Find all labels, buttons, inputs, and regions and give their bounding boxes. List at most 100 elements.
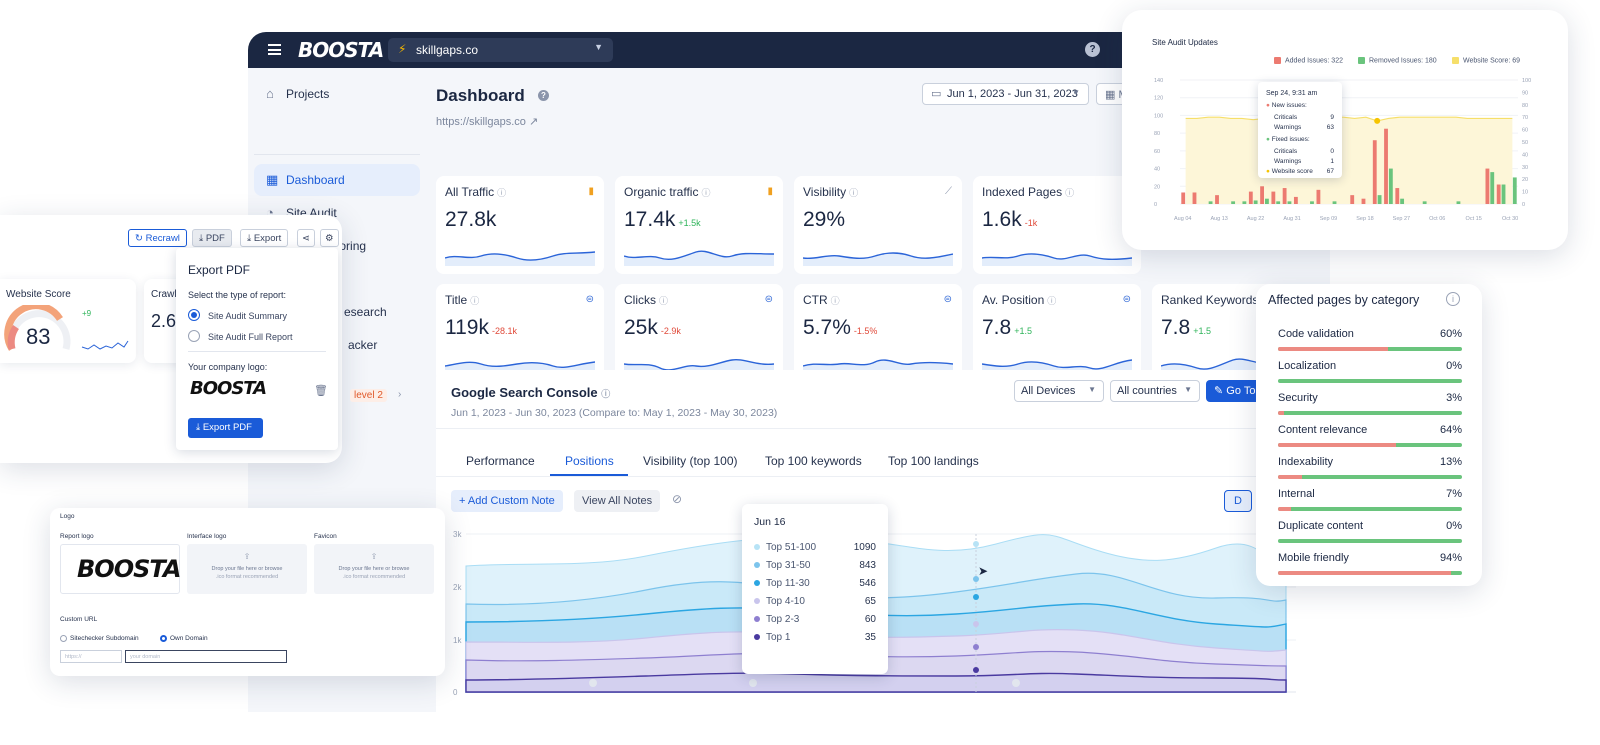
metric-card[interactable]: Organic traffic ⓘ ▮ 17.4k +1.5k — [615, 176, 783, 274]
view-all-notes-button[interactable]: View All Notes — [574, 490, 661, 512]
sidebar-item-label: esearch — [344, 305, 387, 319]
project-selector[interactable]: ⚡ skillgaps.co ▼ — [388, 38, 613, 62]
tab-performance[interactable]: Performance — [466, 454, 535, 468]
interface-logo-dropzone[interactable]: ⇪ Drop your file here or browse .ico for… — [187, 544, 307, 594]
help-icon[interactable]: ? — [1085, 42, 1100, 57]
favicon-dropzone[interactable]: ⇪ Drop your file here or browse .ico for… — [314, 544, 434, 594]
info-icon[interactable]: ⓘ — [701, 188, 711, 198]
info-icon[interactable]: ⓘ — [849, 188, 859, 198]
series-dot — [754, 616, 760, 623]
export-pdf-panel: Export PDF Select the type of report: Si… — [176, 248, 338, 450]
download-icon: ⤓ — [196, 422, 201, 433]
menu-icon[interactable] — [268, 44, 281, 55]
sidebar-item-dashboard[interactable]: ▦ Dashboard — [254, 164, 420, 196]
metric-card[interactable]: Title ⓘ ⊜ 119k -28.1k — [436, 284, 604, 382]
logo-section-title: Logo — [60, 513, 75, 520]
go-to-button[interactable]: ✎ Go To — [1206, 380, 1266, 402]
metric-card[interactable]: Visibility ⓘ ⟋ 29% — [794, 176, 962, 274]
tab-top-keywords[interactable]: Top 100 keywords — [765, 454, 862, 468]
info-icon[interactable]: ⓘ — [1065, 188, 1075, 198]
info-icon[interactable]: ⓘ — [601, 389, 611, 399]
bar-added-issues — [1293, 196, 1298, 204]
sidebar-item-tracker[interactable]: acker — [254, 329, 420, 361]
hover-point — [973, 621, 979, 627]
affected-category-row[interactable]: Security 3% — [1278, 392, 1462, 418]
metric-card[interactable]: Clicks ⓘ ⊜ 25k -2.9k — [615, 284, 783, 382]
level-badge[interactable]: level 2 — [350, 389, 387, 402]
tab-visibility[interactable]: Visibility (top 100) — [643, 454, 738, 468]
info-icon[interactable]: i — [1446, 292, 1460, 306]
bar-removed-issues — [1388, 168, 1393, 204]
series-dot — [754, 562, 760, 569]
affected-category-row[interactable]: Code validation 60% — [1278, 328, 1462, 354]
x-tick-label: Aug 22 — [1247, 216, 1264, 222]
metric-value: 7.8 +1.5 — [1161, 316, 1211, 339]
affected-category-row[interactable]: Indexability 13% — [1278, 456, 1462, 482]
gear-icon[interactable]: ⚙ — [320, 229, 339, 247]
info-icon[interactable]: ⓘ — [1047, 296, 1057, 306]
trash-icon[interactable]: 🗑 — [314, 385, 328, 397]
radio-unselected — [188, 330, 200, 342]
info-icon[interactable]: ⓘ — [470, 296, 480, 306]
bar-removed-issues — [1400, 198, 1405, 204]
sidebar-item-projects[interactable]: ⌂ Projects — [254, 78, 420, 110]
radio-site-audit-full[interactable]: Site Audit Full Report — [188, 330, 293, 342]
domain-input[interactable]: your domain — [125, 650, 287, 663]
google-icon: ⊜ — [764, 294, 773, 305]
add-custom-note-button[interactable]: + Add Custom Note — [451, 490, 563, 512]
category-percent: 94% — [1439, 552, 1462, 564]
interface-logo-label: Interface logo — [187, 533, 227, 540]
site-audit-bar-chart[interactable]: 1401201008060402001009080706050403020100… — [1122, 10, 1568, 250]
metric-label: Av. Position ⓘ — [982, 293, 1057, 307]
question-icon[interactable]: ? — [538, 90, 549, 101]
crawl-label: Crawl — [151, 289, 177, 300]
share-icon[interactable]: ⋖ — [297, 229, 315, 247]
affected-category-row[interactable]: Mobile friendly 94% — [1278, 552, 1462, 578]
legend-added-issues: Added Issues: 322 — [1274, 57, 1343, 64]
y2-tick-label: 90 — [1522, 90, 1528, 96]
chevron-right-icon[interactable]: › — [398, 389, 402, 400]
sidebar-item-research[interactable]: esearch — [254, 296, 420, 328]
tab-positions[interactable]: Positions — [565, 454, 614, 468]
pdf-button[interactable]: ⤓ PDF — [192, 229, 232, 247]
logo-settings-card: Logo Report logo Interface logo Favicon … — [50, 508, 445, 676]
radio-sitechecker-subdomain[interactable]: Sitechecker Subdomain — [60, 635, 139, 642]
affected-category-row[interactable]: Localization 0% — [1278, 360, 1462, 386]
radio-own-domain[interactable]: Own Domain — [160, 635, 208, 642]
metric-card[interactable]: Indexed Pages ⓘ 1.6k -1k — [973, 176, 1141, 274]
y2-tick-label: 0 — [1522, 202, 1525, 208]
metric-card[interactable]: All Traffic ⓘ ▮ 27.8k — [436, 176, 604, 274]
affected-category-row[interactable]: Duplicate content 0% — [1278, 520, 1462, 546]
affected-category-row[interactable]: Internal 7% — [1278, 488, 1462, 514]
bar-removed-issues — [1490, 172, 1495, 204]
category-name: Duplicate content — [1278, 520, 1363, 532]
radio-selected — [188, 309, 200, 321]
divider — [254, 154, 420, 155]
devices-select[interactable]: All Devices ▼ — [1014, 380, 1104, 402]
recrawl-button[interactable]: ↻ Recrawl — [128, 229, 187, 247]
y2-tick-label: 30 — [1522, 165, 1528, 171]
metric-card[interactable]: CTR ⓘ ⊜ 5.7% -1.5% — [794, 284, 962, 382]
home-icon: ⌂ — [266, 86, 274, 101]
metric-card[interactable]: Av. Position ⓘ ⊜ 7.8 +1.5 — [973, 284, 1141, 382]
hover-point — [973, 594, 979, 600]
page-url[interactable]: https://skillgaps.co ↗ — [436, 116, 539, 128]
radio-site-audit-summary[interactable]: Site Audit Summary — [188, 309, 287, 321]
report-logo-box[interactable]: BOOSTA — [60, 544, 181, 594]
info-icon[interactable]: ⓘ — [497, 188, 507, 198]
app-logo[interactable]: BOOSTA — [298, 38, 384, 62]
category-percent: 64% — [1439, 424, 1462, 436]
info-icon[interactable]: ⓘ — [659, 296, 669, 306]
day-period-button[interactable]: D — [1224, 490, 1252, 512]
date-range-picker[interactable]: ▭ Jun 1, 2023 - Jun 31, 2023 ▼ — [922, 83, 1089, 105]
affected-category-row[interactable]: Content relevance 64% — [1278, 424, 1462, 450]
company-logo: BOOSTA — [190, 378, 267, 399]
y2-tick-label: 40 — [1522, 152, 1528, 158]
protocol-input[interactable]: https:// — [60, 650, 122, 663]
export-pdf-button[interactable]: ⤓ Export PDF — [188, 418, 263, 438]
info-icon[interactable]: ⓘ — [830, 296, 840, 306]
export-button[interactable]: ⤓ Export — [240, 229, 289, 247]
tab-top-landings[interactable]: Top 100 landings — [888, 454, 979, 468]
eye-off-icon[interactable]: ⊘ — [672, 492, 683, 506]
countries-select[interactable]: All countries ▼ — [1110, 380, 1200, 402]
